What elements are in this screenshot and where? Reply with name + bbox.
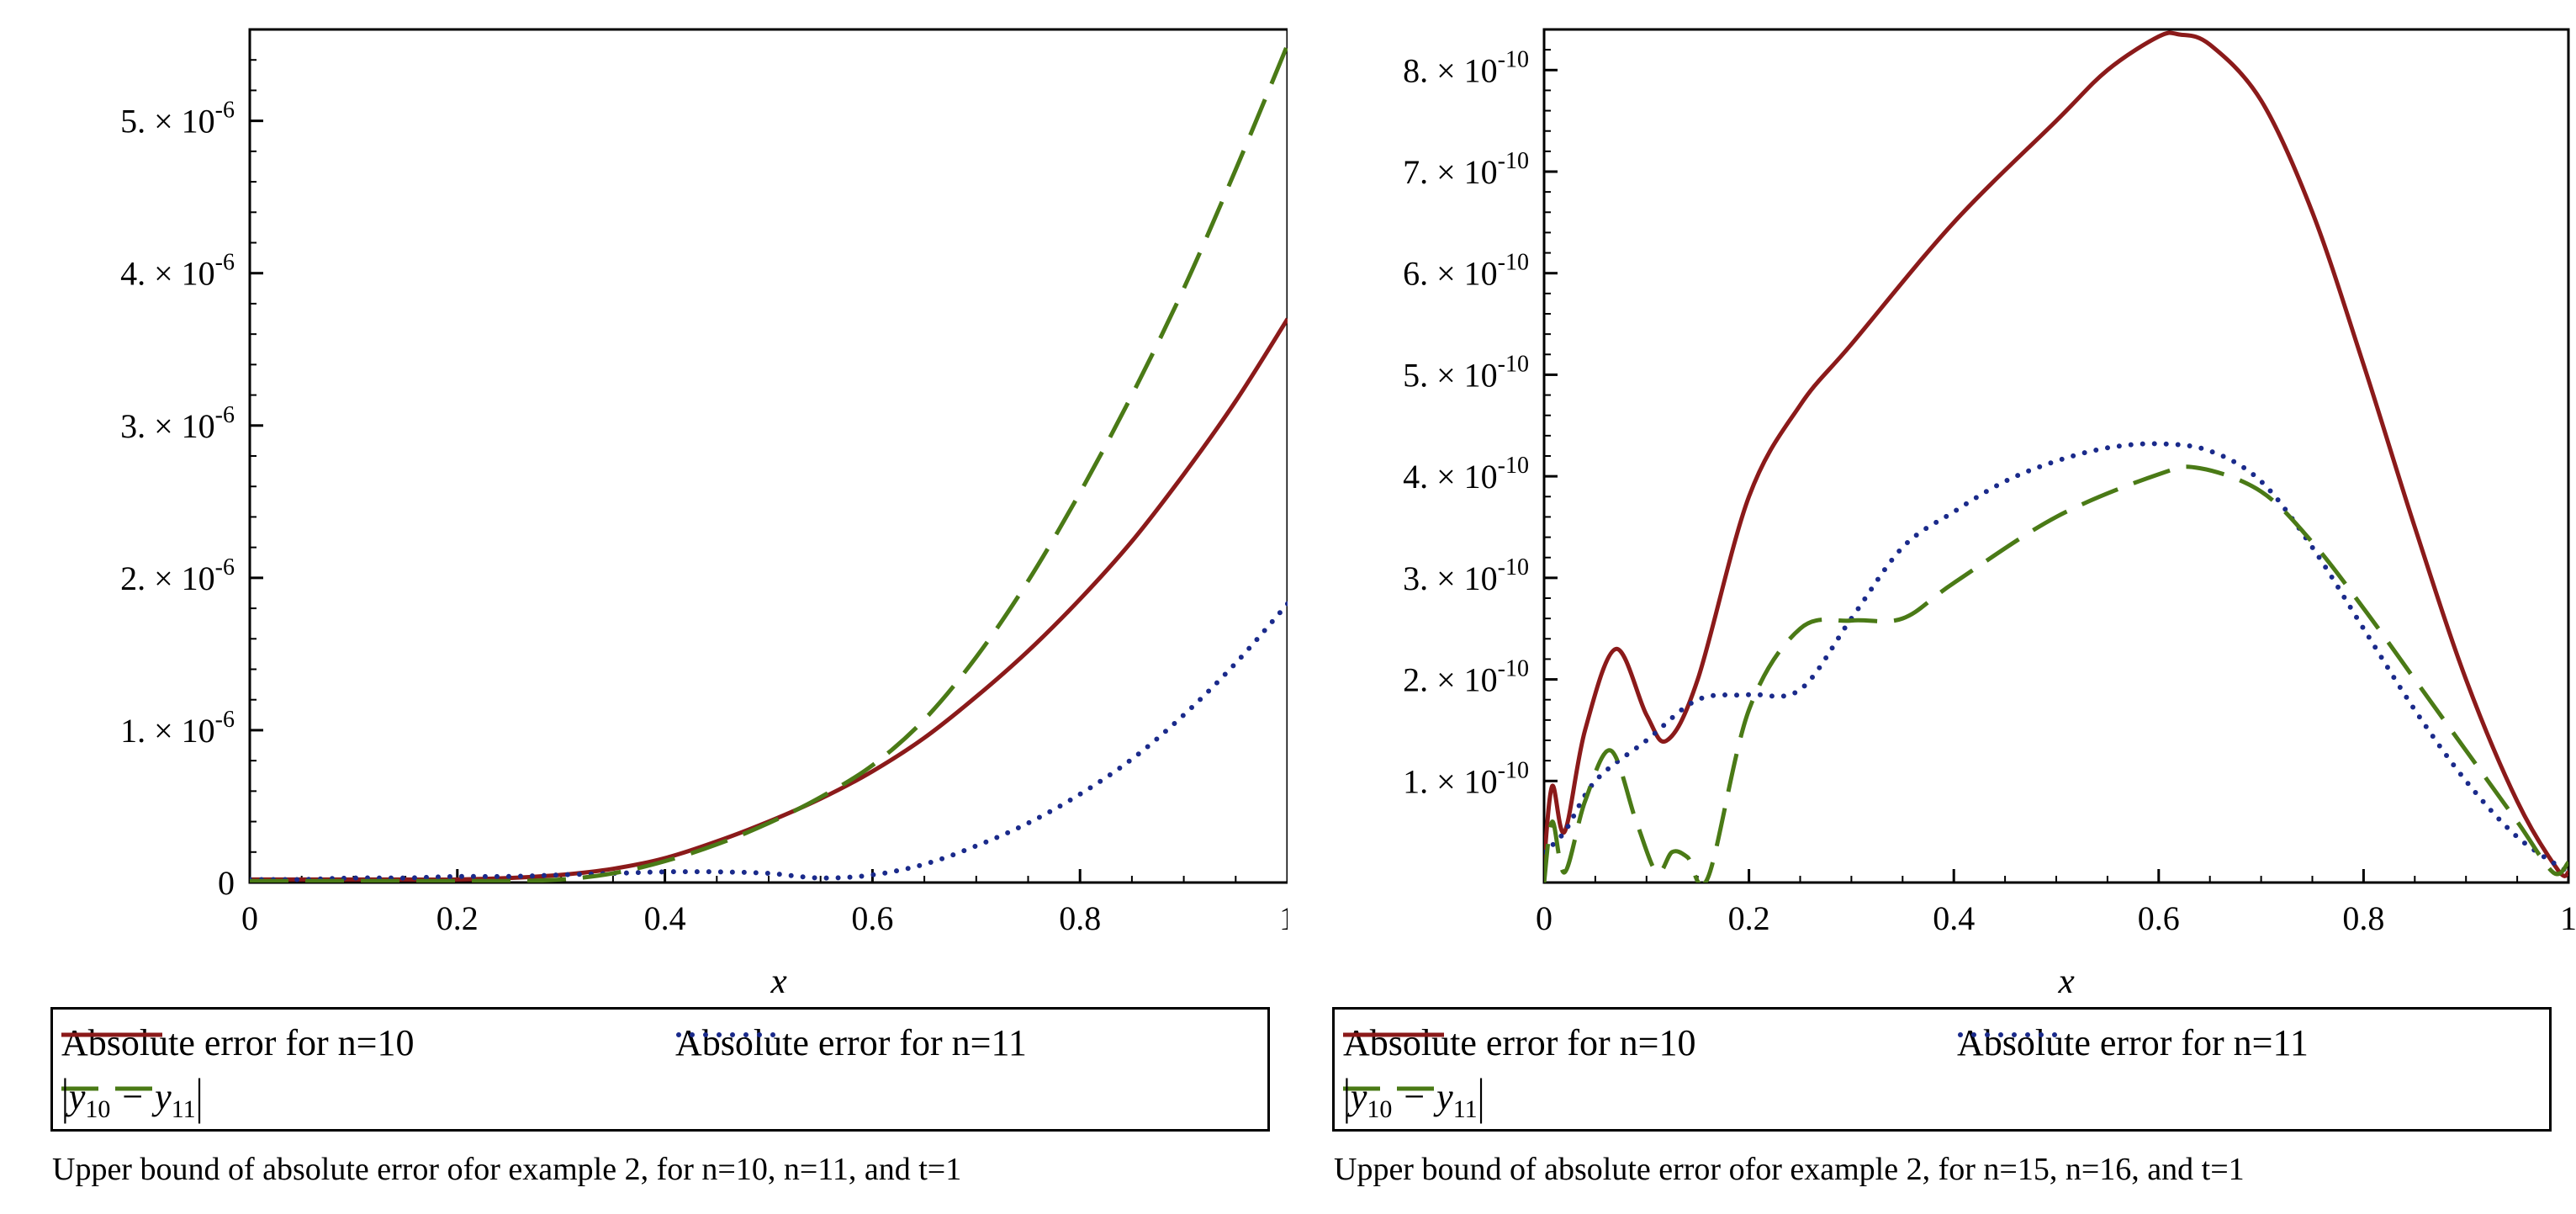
legend-swatch-dashed (61, 1086, 162, 1091)
series-line-solid (1544, 30, 2568, 878)
legend-label-diff: |y10− y11| (61, 1068, 204, 1125)
x-tick-label: 0 (241, 899, 258, 937)
figure-right: 0 0.2 0.4 0.6 0.8 1 x 1. × 10-10 2. × 10-10 3. × … (1288, 0, 2576, 1214)
plot-frame (248, 28, 1288, 884)
legend-label-n11: Absolute error for n=11 (1957, 1022, 2309, 1063)
legend-left: Absolute error for n=10 Absolute error f… (50, 1007, 1270, 1132)
chart-right: 0 0.2 0.4 0.6 0.8 1 x 1. × 10-10 2. × 10-10 3. × … (1403, 28, 2576, 993)
legend-swatch-dotted (1958, 1032, 2058, 1037)
x-axis-label: x (2057, 961, 2075, 993)
x-tick-label: 1 (1279, 899, 1288, 937)
x-tick-label: 0.8 (1059, 899, 1101, 937)
x-axis-label: x (770, 961, 787, 993)
legend-swatch-solid (1343, 1032, 1444, 1037)
chart-left: 0 0.2 0.4 0.6 0.8 1 x 0 1. × 10-6 2. × 10-6 3. × 1… (120, 28, 1288, 993)
y-tick-label: 8. × 10-10 (1403, 46, 1529, 89)
y-tick-label: 6. × 10-10 (1403, 250, 1529, 293)
x-tick-label: 0.8 (2342, 899, 2384, 937)
caption-left: Upper bound of absolute error ofor examp… (52, 1152, 962, 1187)
series-line-dotted (250, 601, 1288, 883)
x-tick-label: 0.4 (1933, 899, 1975, 937)
series-line-dashed (250, 44, 1288, 883)
legend-entry-n10: Absolute error for n=10 (1343, 1018, 1695, 1068)
x-tick-label: 0.6 (2138, 899, 2180, 937)
legend-entry-diff: |y10− y11| (1343, 1068, 1485, 1135)
y-tick-label: 3. × 10-6 (120, 402, 235, 445)
y-tick-label: 3. × 10-10 (1403, 554, 1529, 597)
figure-left: 0 0.2 0.4 0.6 0.8 1 x 0 1. × 10-6 2. × 10-6 3. × 1… (50, 28, 1288, 1187)
legend-swatch-dashed (1343, 1086, 1444, 1091)
legend-entry-n11: Absolute error for n=11 (675, 1018, 1027, 1068)
x-tick-label: 0.2 (436, 899, 479, 937)
y-tick-label: 4. × 10-6 (120, 250, 235, 293)
series-line-dashed (1544, 464, 2568, 883)
legend-entry-n10: Absolute error for n=10 (61, 1018, 414, 1068)
series-line-dotted (1544, 441, 2568, 875)
legend-right: Absolute error for n=10 Absolute error f… (1332, 1007, 2552, 1132)
legend-swatch-solid (61, 1032, 162, 1037)
legend-label-n10: Absolute error for n=10 (61, 1022, 415, 1063)
x-tick-label: 1 (2560, 899, 2576, 937)
x-tick-label: 0 (1536, 899, 1552, 937)
y-tick-label: 5. × 10-10 (1403, 351, 1529, 394)
caption-right: Upper bound of absolute error ofor examp… (1334, 1152, 2245, 1187)
y-tick-label: 1. × 10-6 (120, 707, 235, 750)
y-tick-label: 0 (218, 864, 235, 902)
x-tick-label: 0.2 (1728, 899, 1770, 937)
x-tick-label: 0.4 (644, 899, 686, 937)
plot-frame (1542, 28, 2570, 884)
y-tick-label: 4. × 10-10 (1403, 453, 1529, 496)
x-tick-label: 0.6 (851, 899, 893, 937)
legend-label-n11: Absolute error for n=11 (675, 1022, 1027, 1063)
legend-label-diff: |y10− y11| (1343, 1068, 1485, 1125)
legend-entry-diff: |y10− y11| (61, 1068, 204, 1135)
y-tick-label: 1. × 10-10 (1403, 757, 1529, 800)
legend-label-n10: Absolute error for n=10 (1343, 1022, 1696, 1063)
y-tick-label: 7. × 10-10 (1403, 148, 1529, 191)
y-tick-label: 5. × 10-6 (120, 98, 235, 140)
series-line-solid (250, 317, 1288, 883)
legend-swatch-dotted (676, 1032, 776, 1037)
y-tick-label: 2. × 10-6 (120, 554, 235, 597)
y-tick-label: 2. × 10-10 (1403, 656, 1529, 699)
legend-entry-n11: Absolute error for n=11 (1957, 1018, 2309, 1068)
